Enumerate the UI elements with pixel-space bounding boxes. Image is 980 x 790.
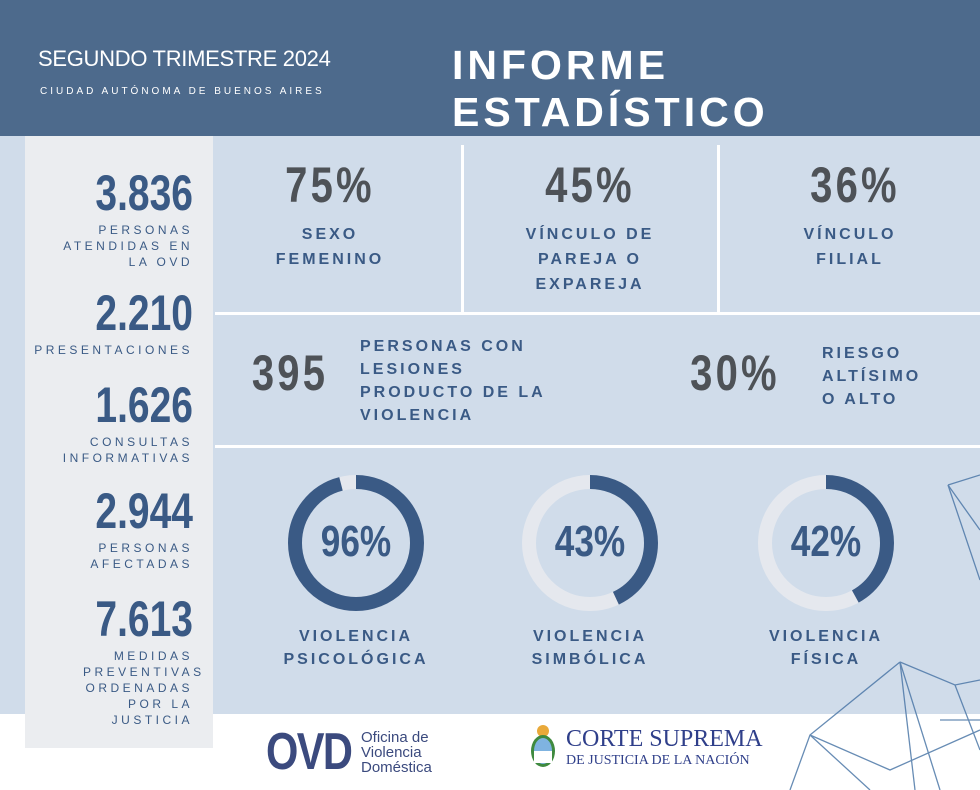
csjn-line2: DE JUSTICIA DE LA NACIÓN <box>566 752 750 768</box>
divider <box>461 145 464 313</box>
stat-injuries-value: 395 <box>251 345 329 401</box>
stat-measures: 7.613 MEDIDAS PREVENTIVAS ORDENADAS POR L… <box>23 591 205 728</box>
donut-value: 96% <box>320 517 392 566</box>
donut-chart <box>522 475 658 611</box>
stat-risk-value: 30% <box>690 345 780 401</box>
header-subtitle: SEGUNDO TRIMESTRE 2024 <box>38 46 331 71</box>
stat-value: 3.836 <box>95 165 193 221</box>
stat-filial-value: 36% <box>810 157 900 213</box>
stat-female-value: 75% <box>285 157 375 213</box>
stat-label: CONSULTAS INFORMATIVAS <box>62 435 193 465</box>
donut-arc <box>288 475 424 611</box>
stat-attended: 3.836 PERSONAS ATENDIDAS EN LA OVD <box>23 168 193 270</box>
donut-chart <box>758 475 894 611</box>
header-city: CIUDAD AUTÓNOMA DE BUENOS AIRES <box>40 86 325 97</box>
page-title: INFORME ESTADÍSTICO <box>452 42 769 135</box>
stat-value: 2.944 <box>95 483 193 539</box>
donut-physical: 42% <box>756 473 896 613</box>
donut-value: 42% <box>790 517 862 566</box>
coat-of-arms-icon <box>531 725 555 767</box>
header: SEGUNDO TRIMESTRE 2024 CIUDAD AUTÓNOMA D… <box>0 0 980 136</box>
ovd-logo-mark: OVD <box>266 723 353 781</box>
stat-value: 7.613 <box>95 591 193 647</box>
stat-filial-label: VÍNCULO FILIAL <box>803 226 897 268</box>
donut-label-symbolic: VIOLENCIA SIMBÓLICA <box>531 628 649 668</box>
geometric-decoration <box>789 474 980 790</box>
stat-risk-label: RIESGO ALTÍSIMO O ALTO <box>822 345 922 408</box>
csjn-line1: CORTE SUPREMA <box>566 725 763 752</box>
ovd-logo: OVD Oficina de Violencia Doméstica <box>266 722 441 782</box>
stat-consultations: 1.626 CONSULTAS INFORMATIVAS <box>23 380 193 466</box>
donut-arc <box>758 475 894 611</box>
divider <box>717 145 720 313</box>
stat-partner-value: 45% <box>545 157 635 213</box>
csjn-logo: CORTE SUPREMA DE JUSTICIA DE LA NACIÓN <box>528 724 763 770</box>
stat-presentations: 2.210 PRESENTACIONES <box>23 288 193 358</box>
divider <box>215 312 980 315</box>
stat-label: MEDIDAS PREVENTIVAS ORDENADAS POR LA JUS… <box>83 649 205 727</box>
stat-value: 1.626 <box>95 377 193 433</box>
donut-chart <box>288 475 424 611</box>
stat-affected: 2.944 PERSONAS AFECTADAS <box>23 486 193 572</box>
stat-label: PERSONAS ATENDIDAS EN LA OVD <box>63 223 193 269</box>
stat-injuries-label: PERSONAS CON LESIONES PRODUCTO DE LA VIO… <box>360 338 546 424</box>
donut-symbolic: 43% <box>520 473 660 613</box>
ovd-logo-name: Oficina de Violencia Doméstica <box>361 728 432 776</box>
stat-value: 2.210 <box>95 285 193 341</box>
left-stats-column: 3.836 PERSONAS ATENDIDAS EN LA OVD 2.210 P… <box>25 136 213 748</box>
stat-label: PERSONAS AFECTADAS <box>90 541 193 571</box>
donut-arc <box>522 475 658 611</box>
donut-label-physical: VIOLENCIA FÍSICA <box>768 628 884 668</box>
stat-partner-label: VÍNCULO DE PAREJA O EXPAREJA <box>525 226 655 293</box>
divider <box>215 445 980 448</box>
stat-female-label: SEXO FEMENINO <box>275 226 385 268</box>
donut-psychological: 96% <box>286 473 426 613</box>
stat-label: PRESENTACIONES <box>34 343 193 357</box>
donut-label-psychological: VIOLENCIA PSICOLÓGICA <box>283 628 429 668</box>
donut-value: 43% <box>554 517 626 566</box>
